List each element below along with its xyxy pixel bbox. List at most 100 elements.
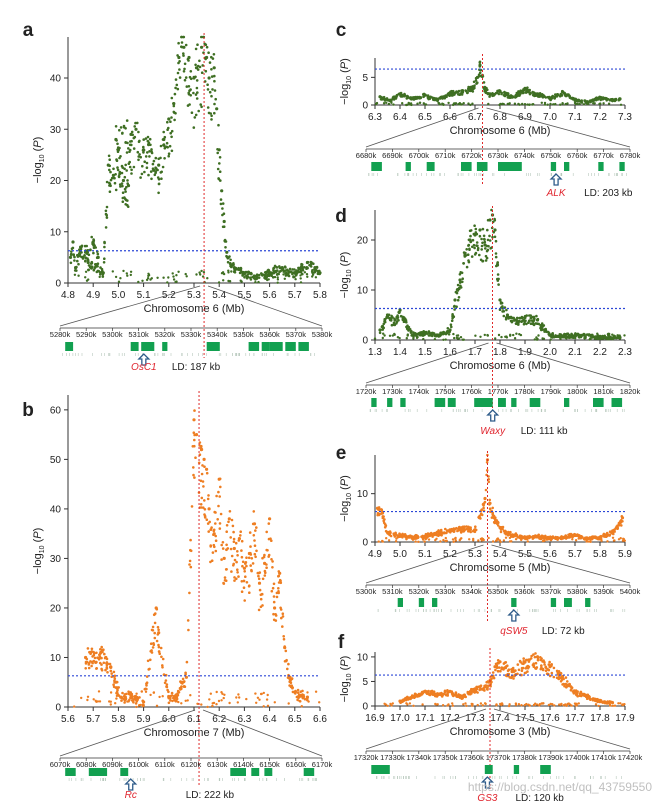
data-point bbox=[462, 703, 465, 706]
data-point bbox=[595, 336, 599, 340]
data-point bbox=[475, 244, 478, 247]
data-point bbox=[232, 537, 236, 541]
gene-tick-label: 1740k bbox=[409, 387, 430, 396]
data-point bbox=[430, 334, 434, 338]
data-point bbox=[217, 148, 221, 152]
data-point bbox=[406, 328, 410, 331]
data-point bbox=[125, 272, 128, 275]
data-point bbox=[290, 684, 294, 687]
data-point bbox=[114, 188, 118, 192]
data-point bbox=[484, 684, 488, 687]
data-point bbox=[399, 91, 403, 95]
data-point bbox=[130, 692, 134, 696]
data-point bbox=[395, 320, 399, 324]
gene-tick-label: 1770k bbox=[488, 387, 509, 396]
data-point bbox=[150, 150, 153, 153]
data-point bbox=[206, 83, 209, 86]
gene-block bbox=[564, 162, 570, 171]
data-point bbox=[227, 269, 230, 272]
data-point bbox=[384, 703, 387, 706]
data-point bbox=[444, 527, 447, 531]
data-point bbox=[444, 539, 447, 543]
data-point bbox=[128, 148, 132, 152]
data-point bbox=[477, 515, 481, 519]
data-point bbox=[399, 701, 402, 704]
x-tick-label: 7.0 bbox=[543, 112, 557, 123]
data-point bbox=[423, 540, 426, 543]
data-point bbox=[513, 102, 517, 105]
data-point bbox=[103, 257, 106, 261]
data-point bbox=[425, 332, 429, 335]
data-point bbox=[267, 268, 270, 272]
data-point bbox=[194, 93, 198, 96]
data-point bbox=[568, 94, 571, 97]
data-point bbox=[126, 700, 129, 703]
data-point bbox=[174, 86, 177, 90]
data-point bbox=[401, 315, 404, 319]
data-point bbox=[128, 165, 132, 169]
data-point bbox=[201, 480, 205, 483]
data-point bbox=[149, 642, 153, 645]
gene-block bbox=[130, 342, 139, 351]
data-point bbox=[125, 119, 129, 122]
data-point bbox=[287, 662, 290, 666]
x-tick-label: 1.4 bbox=[393, 347, 407, 358]
data-point bbox=[314, 276, 318, 279]
x-tick-label: 7.1 bbox=[568, 112, 582, 123]
data-point bbox=[243, 276, 246, 279]
data-point bbox=[212, 53, 216, 56]
data-point bbox=[230, 518, 234, 522]
gene-tick-label: 5390k bbox=[593, 587, 614, 596]
data-point bbox=[84, 662, 88, 665]
data-point bbox=[293, 268, 296, 271]
data-point bbox=[622, 537, 625, 540]
data-point bbox=[376, 513, 380, 517]
data-point bbox=[214, 97, 217, 101]
data-point bbox=[525, 658, 528, 662]
data-point bbox=[140, 690, 143, 693]
data-point bbox=[589, 540, 592, 543]
y-axis-label: −log10 (P) bbox=[339, 475, 353, 522]
data-point bbox=[87, 268, 90, 272]
data-point bbox=[487, 480, 491, 484]
data-point bbox=[241, 560, 245, 564]
data-point bbox=[182, 35, 186, 39]
zoom-line bbox=[207, 285, 323, 327]
data-point bbox=[602, 102, 605, 105]
data-point bbox=[121, 166, 124, 169]
data-point bbox=[238, 271, 242, 275]
data-point bbox=[123, 175, 127, 179]
data-point bbox=[129, 270, 133, 273]
data-point bbox=[200, 105, 203, 109]
data-point bbox=[589, 100, 592, 103]
data-point bbox=[557, 670, 561, 673]
data-point bbox=[488, 507, 492, 511]
x-tick-label: 5.5 bbox=[237, 290, 251, 301]
y-tick-label: 5 bbox=[362, 677, 368, 688]
data-point bbox=[390, 101, 393, 105]
data-point bbox=[571, 538, 574, 541]
data-point bbox=[220, 543, 223, 547]
data-point bbox=[195, 79, 199, 82]
x-tick-label: 1.3 bbox=[368, 347, 382, 358]
data-point bbox=[491, 94, 494, 98]
data-point bbox=[173, 118, 176, 122]
data-point bbox=[441, 704, 445, 707]
data-point bbox=[120, 696, 124, 699]
data-point bbox=[213, 89, 217, 92]
y-axis-label-part: ( bbox=[339, 666, 351, 673]
data-point bbox=[540, 702, 543, 705]
data-point bbox=[190, 505, 194, 508]
data-point bbox=[497, 92, 501, 96]
data-point bbox=[451, 103, 455, 107]
data-point bbox=[405, 325, 408, 329]
data-point bbox=[168, 144, 172, 148]
data-point bbox=[87, 666, 91, 670]
data-point bbox=[424, 535, 427, 539]
data-point bbox=[524, 319, 527, 323]
gene-tick-label: 6740k bbox=[514, 151, 535, 160]
data-point bbox=[209, 692, 212, 695]
data-point bbox=[549, 538, 553, 542]
data-point bbox=[153, 621, 157, 625]
data-point bbox=[272, 582, 276, 586]
